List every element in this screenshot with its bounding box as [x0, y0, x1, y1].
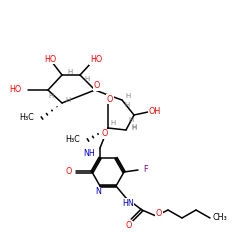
Text: HO: HO	[44, 54, 56, 64]
Text: H: H	[66, 97, 71, 103]
Text: H: H	[84, 76, 89, 82]
Text: HN: HN	[122, 198, 134, 207]
Text: H: H	[126, 93, 130, 99]
Text: F: F	[144, 166, 148, 174]
Text: H₃C: H₃C	[19, 114, 34, 122]
Text: O: O	[126, 222, 132, 230]
Text: O: O	[102, 130, 108, 138]
Text: H: H	[68, 69, 72, 75]
Text: H: H	[48, 93, 54, 99]
Text: O: O	[107, 94, 113, 104]
Text: H: H	[128, 117, 134, 123]
Text: H: H	[132, 124, 136, 130]
Text: NH: NH	[83, 148, 95, 158]
Text: HO: HO	[90, 56, 102, 64]
Text: N: N	[95, 188, 101, 196]
Text: OH: OH	[149, 108, 161, 116]
Text: O: O	[94, 82, 100, 90]
Text: H: H	[110, 120, 116, 126]
Text: H: H	[124, 102, 130, 108]
Text: O: O	[156, 208, 162, 218]
Text: HO: HO	[10, 86, 22, 94]
Text: H: H	[132, 125, 136, 131]
Text: O: O	[66, 168, 72, 176]
Text: CH₃: CH₃	[212, 214, 228, 222]
Text: H₃C: H₃C	[65, 136, 80, 144]
